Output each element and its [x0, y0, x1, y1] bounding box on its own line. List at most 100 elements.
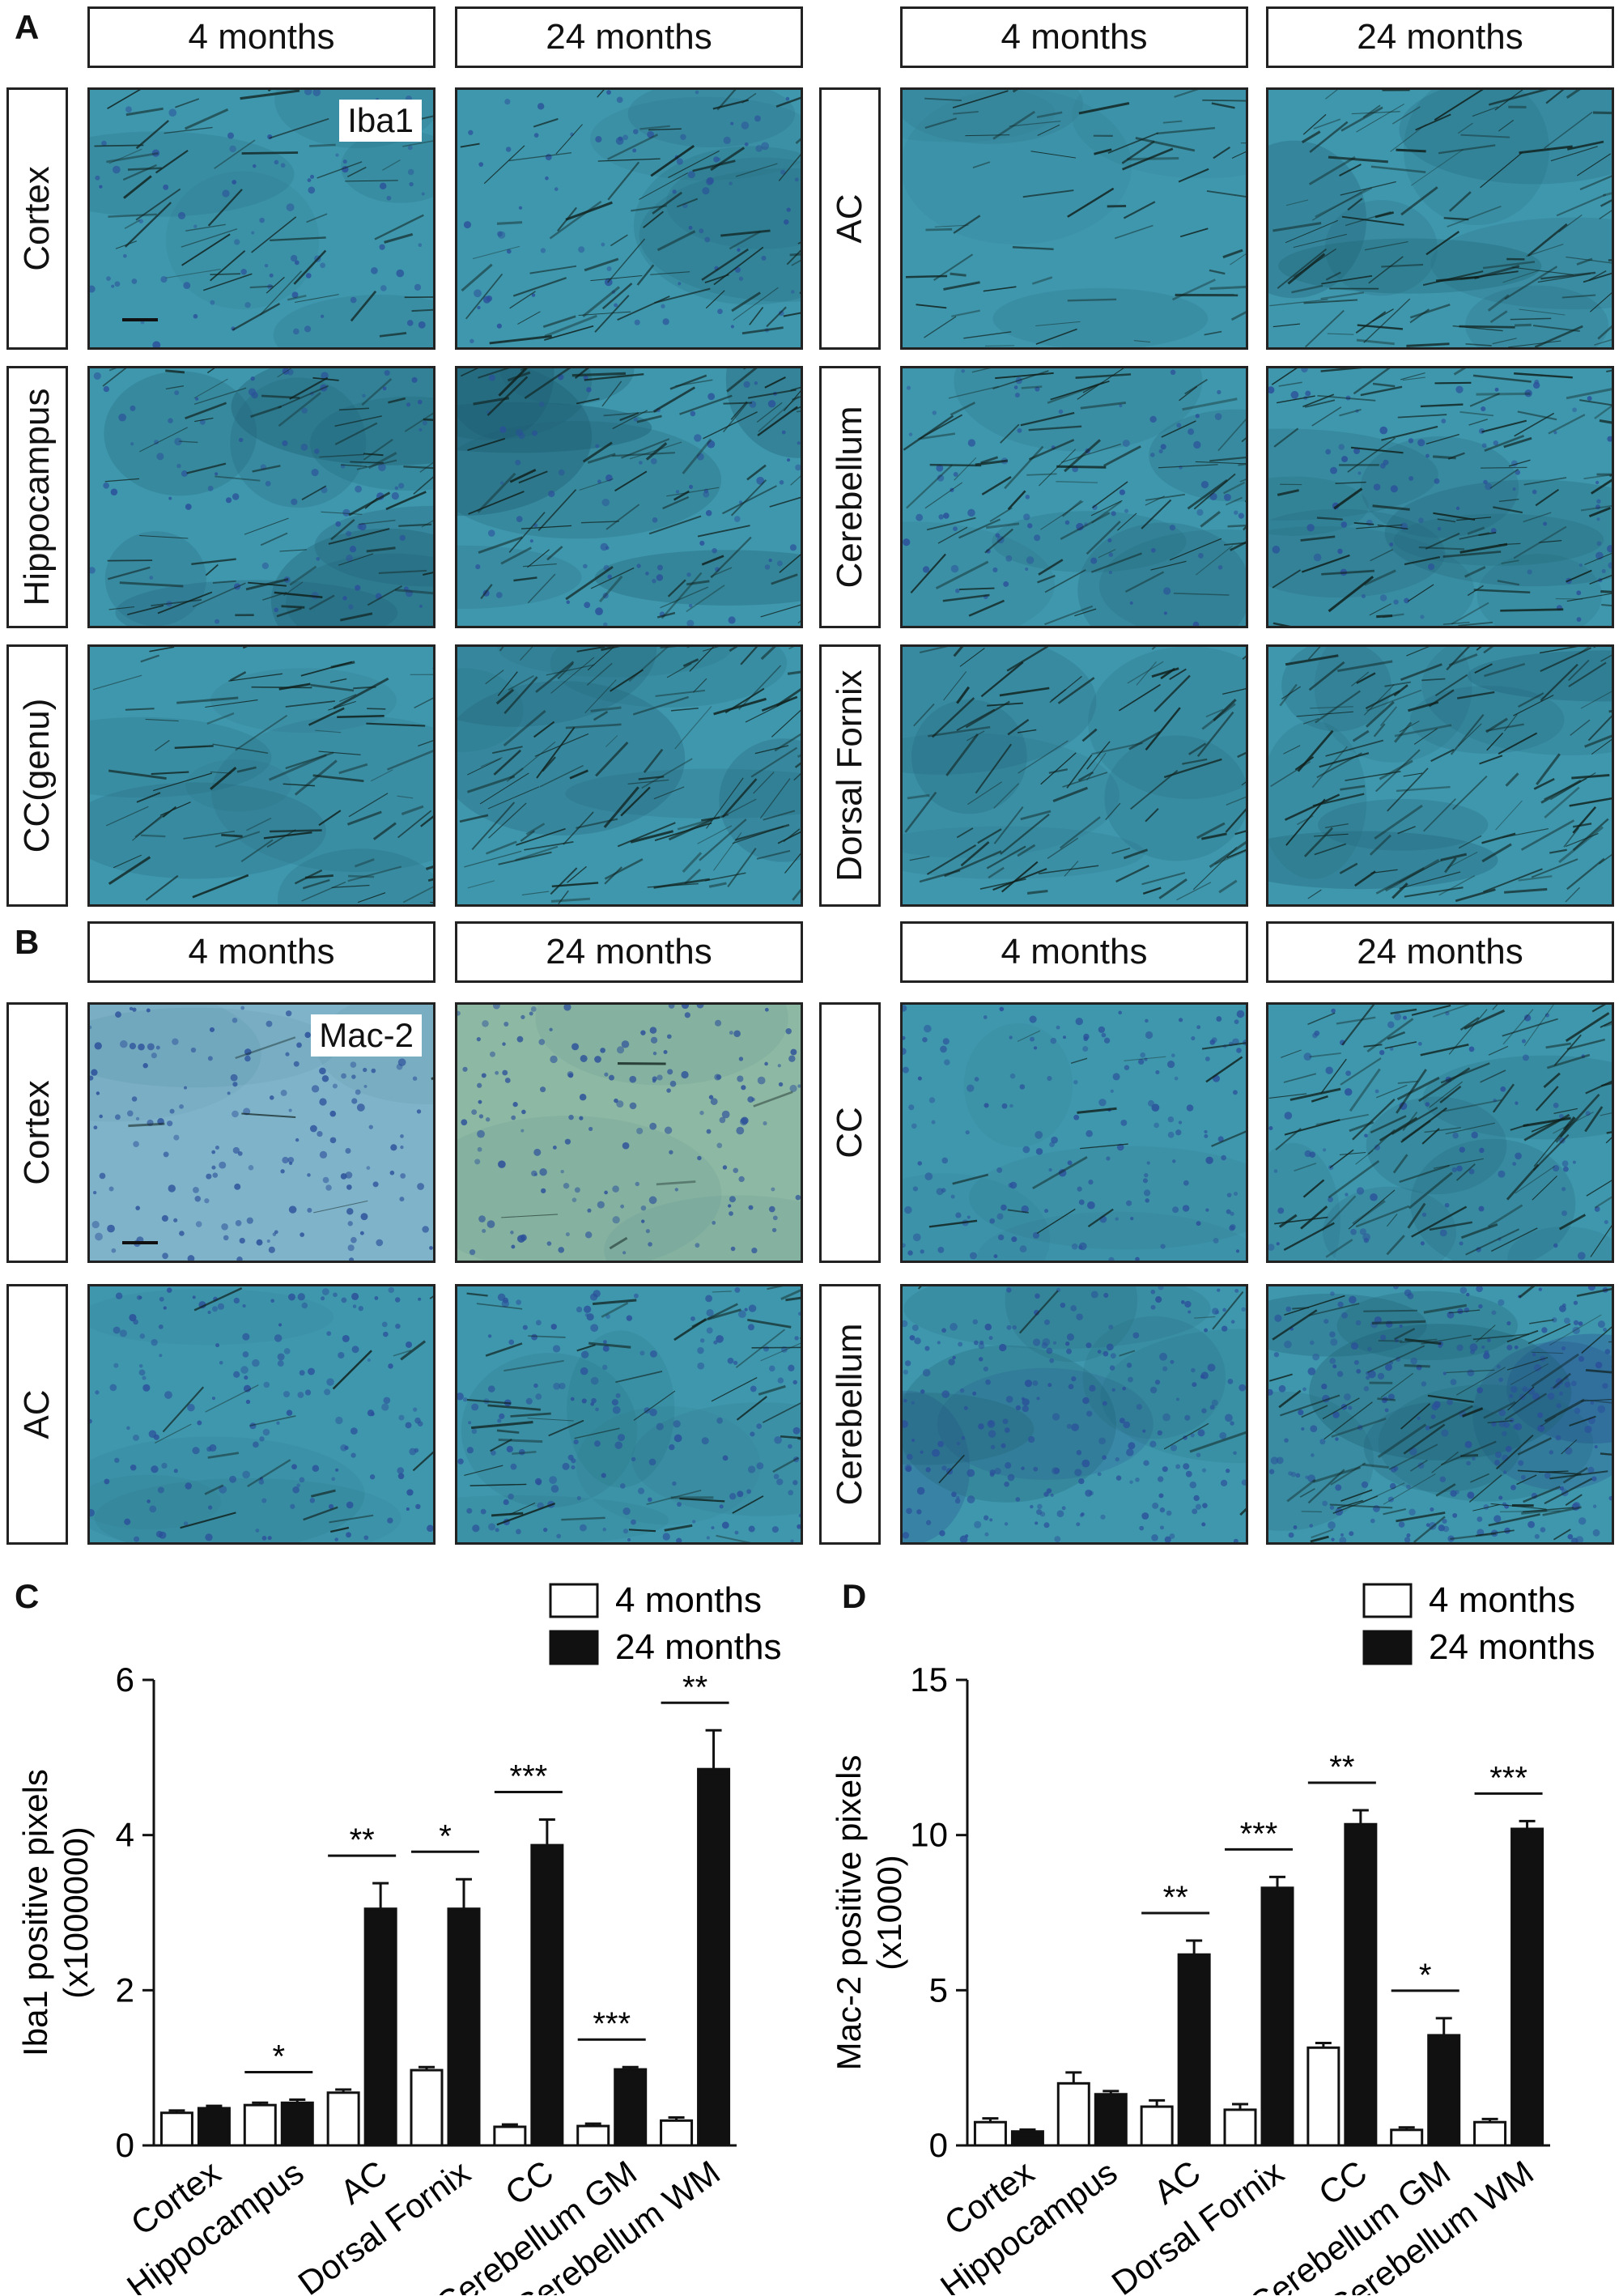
row-label-dorsal-fornix-a: Dorsal Fornix [819, 644, 881, 907]
tissue-texture [457, 1005, 801, 1261]
bar-young [493, 2125, 527, 2147]
significance-marker: ** [350, 1822, 375, 1858]
bar-young [159, 2111, 193, 2147]
scale-bar [122, 318, 158, 321]
tissue-texture [1268, 1286, 1612, 1542]
bar-old [1260, 1886, 1294, 2147]
legend-swatch [549, 1630, 599, 1665]
tissue-texture [903, 1286, 1246, 1542]
micrograph-a-ac-4mo [900, 87, 1248, 350]
bar-old [197, 2107, 231, 2147]
bar-young [1473, 2120, 1507, 2147]
bar-old [1427, 2034, 1461, 2147]
tissue-texture [1268, 90, 1612, 347]
micrograph-b-cortex-4mo: Mac-2 [87, 1002, 435, 1263]
micrograph-a-ac-24mo [1266, 87, 1614, 350]
bar-young [410, 2069, 444, 2147]
tissue-texture [90, 647, 433, 904]
y-axis-label-units: (x1000) [870, 1855, 908, 1970]
micrograph-b-cc-24mo [1266, 1002, 1614, 1263]
col-header-b-2: 24 months [455, 921, 803, 983]
micrograph-b-cc-4mo [900, 1002, 1248, 1263]
row-label-cerebellum-a: Cerebellum [819, 366, 881, 628]
bar-old [1010, 2130, 1044, 2147]
y-tick-label: 0 [116, 2126, 134, 2164]
legend-label: 4 months [615, 1580, 762, 1620]
stain-label-iba1: Iba1 [339, 100, 422, 142]
micrograph-a-hippocampus-4mo [87, 366, 435, 628]
bar-old [363, 1907, 397, 2147]
col-header-a-4: 24 months [1266, 6, 1614, 68]
bar-old [280, 2101, 314, 2147]
stain-label-mac2: Mac-2 [311, 1014, 422, 1057]
col-header-a-1: 4 months [87, 6, 435, 68]
bar-young [1056, 2081, 1090, 2147]
legend-swatch [1362, 1583, 1413, 1618]
row-label-cerebellum-b: Cerebellum [819, 1284, 881, 1545]
chart-d: 0 5 10 15 Mac-2 positive pixels (x1000) 4 mont… [814, 1567, 1623, 2295]
significance-marker: ** [1163, 1880, 1188, 1915]
chart-c: 0 2 4 6 Iba1 positive pixels (x1000000) 4 mont… [0, 1567, 809, 2295]
micrograph-a-cortex-4mo: Iba1 [87, 87, 435, 350]
micrograph-b-ac-4mo [87, 1284, 435, 1545]
col-header-a-3: 4 months [900, 6, 1248, 68]
significance-marker: * [1419, 1958, 1432, 1993]
y-tick-label: 6 [116, 1660, 134, 1699]
micrograph-a-dorsal-fornix-24mo [1266, 644, 1614, 907]
bar-young [1140, 2105, 1174, 2147]
chart-d-svg: 0 5 10 15 Mac-2 positive pixels (x1000) 4 mont… [830, 1580, 1595, 2295]
tissue-texture [90, 1286, 433, 1542]
tissue-texture [457, 90, 801, 347]
micrograph-a-cerebellum-24mo [1266, 366, 1614, 628]
legend-label: 4 months [1429, 1580, 1575, 1620]
bar-old [1094, 2093, 1128, 2147]
panel-label-c: C [15, 1577, 40, 1615]
legend-label: 24 months [1429, 1627, 1595, 1667]
bar-young [326, 2091, 360, 2147]
significance-marker: * [272, 2039, 285, 2074]
bar-young [660, 2119, 694, 2147]
bar-young [973, 2120, 1007, 2147]
y-tick-label: 10 [910, 1816, 948, 1854]
row-label-ac-a: AC [819, 87, 881, 350]
y-axis-label-units: (x1000000) [57, 1826, 95, 1998]
micrograph-a-cerebellum-4mo [900, 366, 1248, 628]
tissue-texture [1268, 368, 1612, 626]
tissue-texture [457, 647, 801, 904]
panel-label-b: B [15, 923, 40, 961]
bar-young [1306, 2046, 1340, 2147]
row-label-cortex-a: Cortex [6, 87, 68, 350]
bar-old [530, 1843, 564, 2147]
legend-swatch [549, 1583, 599, 1618]
y-tick-label: 4 [116, 1816, 134, 1854]
tissue-texture [1268, 647, 1612, 904]
row-label-hippocampus-a: Hippocampus [6, 366, 68, 628]
row-label-cc-b: CC [819, 1002, 881, 1263]
significance-marker: ** [682, 1669, 707, 1705]
row-label-cortex-b: Cortex [6, 1002, 68, 1263]
row-label-ac-b: AC [6, 1284, 68, 1545]
significance-marker: ** [1329, 1750, 1354, 1785]
col-header-b-4: 24 months [1266, 921, 1614, 983]
bar-young [1223, 2108, 1257, 2147]
tissue-texture [457, 368, 801, 626]
row-label-cc-genu-a: CC(genu) [6, 644, 68, 907]
significance-marker: *** [1489, 1760, 1527, 1796]
tissue-texture [903, 368, 1246, 626]
x-tick-label: AC [334, 2153, 394, 2211]
bar-young [576, 2124, 610, 2147]
legend-swatch [1362, 1630, 1413, 1665]
micrograph-a-dorsal-fornix-4mo [900, 644, 1248, 907]
tissue-texture [1268, 1005, 1612, 1261]
chart-c-svg: 0 2 4 6 Iba1 positive pixels (x1000000) 4 mont… [16, 1580, 781, 2295]
bar-old [1177, 1953, 1211, 2147]
tissue-texture [903, 647, 1246, 904]
significance-marker: *** [593, 2006, 631, 2042]
y-tick-label: 15 [910, 1660, 948, 1699]
significance-marker: *** [510, 1759, 548, 1795]
panel-label-d: D [842, 1577, 867, 1615]
bar-young [1390, 2128, 1424, 2147]
micrograph-a-cc-genu-4mo [87, 644, 435, 907]
bar-young [243, 2103, 277, 2147]
col-header-b-1: 4 months [87, 921, 435, 983]
